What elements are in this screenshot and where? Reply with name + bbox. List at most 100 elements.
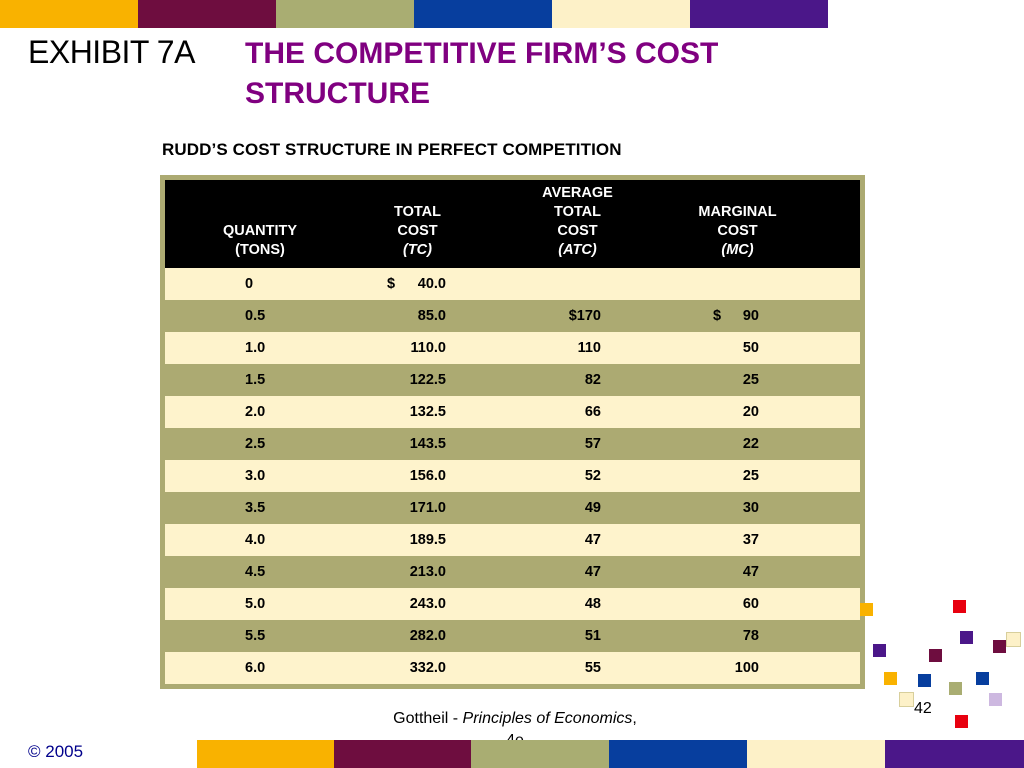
cell-average-total-cost: 47 <box>584 564 601 580</box>
cell-average-total-cost: 82 <box>584 372 601 388</box>
cell-marginal-cost: 37 <box>742 532 759 548</box>
decor-square <box>993 640 1006 653</box>
table-row: 0.5 85.0 $170 $90 <box>165 300 860 332</box>
cell-marginal-cost: 30 <box>742 500 759 516</box>
cell-quantity: 4.0 <box>245 532 266 548</box>
cell-marginal-cost: 22 <box>742 436 759 452</box>
cell-quantity: 4.5 <box>245 564 266 580</box>
bottom-bar-segment <box>609 740 747 768</box>
cell-currency-symbol: $ <box>387 276 396 292</box>
cell-total-cost: 332.0 <box>409 660 446 676</box>
table-row: 3.5 171.0 49 30 <box>165 492 860 524</box>
table-row: 0 $40.0 <box>165 268 860 300</box>
slide-number: 42 <box>914 700 932 717</box>
top-bar-segment <box>414 0 552 28</box>
cell-total-cost: 282.0 <box>409 628 446 644</box>
cell-average-total-cost: 48 <box>584 596 601 612</box>
table-caption: RUDD’S COST STRUCTURE IN PERFECT COMPETI… <box>162 140 622 159</box>
decor-square <box>884 672 897 685</box>
cell-total-cost: 171.0 <box>409 500 446 516</box>
cell-quantity: 5.5 <box>245 628 266 644</box>
cell-quantity: 0.5 <box>245 308 266 324</box>
decor-square <box>899 692 914 707</box>
table-row: 4.0 189.5 47 37 <box>165 524 860 556</box>
cell-average-total-cost: 66 <box>584 404 601 420</box>
top-bar-segment <box>0 0 138 28</box>
table-row: 2.0 132.5 66 20 <box>165 396 860 428</box>
cell-marginal-cost: 78 <box>742 628 759 644</box>
decor-square <box>989 693 1002 706</box>
cell-total-cost: 213.0 <box>409 564 446 580</box>
cell-quantity: 2.0 <box>245 404 266 420</box>
header-average-total-cost: AVERAGE TOTAL COST (ATC) <box>542 185 613 258</box>
table-row: 1.5 122.5 82 25 <box>165 364 860 396</box>
table-row: 5.5 282.0 51 78 <box>165 620 860 652</box>
cell-total-cost: 189.5 <box>409 532 446 548</box>
table-row: 5.0 243.0 48 60 <box>165 588 860 620</box>
cell-marginal-cost: 47 <box>742 564 759 580</box>
table-body: 0 $40.0 0.5 85.0 $170 $90 1.0 110.0 110 50 1.5 122.… <box>165 268 860 684</box>
top-bar-segment <box>276 0 414 28</box>
top-bar-segment <box>552 0 690 28</box>
table-row: 6.0 332.0 55 100 <box>165 652 860 684</box>
bottom-bar-segment <box>885 740 1024 768</box>
cell-currency-symbol: $ <box>713 308 722 324</box>
cell-average-total-cost: 110 <box>577 340 601 356</box>
decor-square <box>976 672 989 685</box>
decor-square <box>873 644 886 657</box>
table-row: 2.5 143.5 57 22 <box>165 428 860 460</box>
header-marginal-cost: MARGINAL COST (MC) <box>698 204 777 258</box>
cell-total-cost: 143.5 <box>409 436 446 452</box>
top-bar-segment <box>690 0 828 28</box>
cell-average-total-cost: 52 <box>584 468 601 484</box>
bottom-color-bar <box>197 740 1024 768</box>
header-total-cost: TOTAL COST (TC) <box>394 204 441 258</box>
cell-quantity: 2.5 <box>245 436 266 452</box>
cell-marginal-cost: 25 <box>742 468 759 484</box>
cell-quantity: 1.0 <box>245 340 266 356</box>
decor-square <box>955 715 968 728</box>
cell-total-cost: 122.5 <box>409 372 446 388</box>
cell-quantity: 0 <box>245 276 254 292</box>
cell-total-cost: 40.0 <box>417 276 446 292</box>
cell-marginal-cost: 100 <box>734 660 759 676</box>
header-quantity: QUANTITY (TONS) <box>222 223 298 258</box>
slide-title: THE COMPETITIVE FIRM’S COST STRUCTURE <box>245 37 719 110</box>
cell-marginal-cost: 50 <box>742 340 759 356</box>
cell-average-total-cost: 51 <box>584 628 601 644</box>
table-row: 1.0 110.0 110 50 <box>165 332 860 364</box>
cell-total-cost: 110.0 <box>410 340 447 356</box>
cell-total-cost: 85.0 <box>417 308 446 324</box>
decor-square <box>960 631 973 644</box>
bottom-bar-segment <box>471 740 609 768</box>
cell-total-cost: 156.0 <box>409 468 446 484</box>
table-row: 4.5 213.0 47 47 <box>165 556 860 588</box>
decor-square <box>1006 632 1021 647</box>
cell-quantity: 1.5 <box>245 372 266 388</box>
cell-quantity: 5.0 <box>245 596 266 612</box>
cost-table: QUANTITY (TONS) TOTAL COST (TC) AVERAGE … <box>160 175 865 689</box>
exhibit-label: EXHIBIT 7A <box>28 34 195 70</box>
cell-marginal-cost: 25 <box>742 372 759 388</box>
bottom-bar-segment <box>334 740 471 768</box>
table-header: QUANTITY (TONS) TOTAL COST (TC) AVERAGE … <box>165 180 860 268</box>
cell-quantity: 3.5 <box>245 500 266 516</box>
top-bar-segment <box>138 0 276 28</box>
cell-average-total-cost: 49 <box>584 500 601 516</box>
top-color-bar <box>0 0 828 28</box>
decor-square <box>860 603 873 616</box>
footer-source: Gottheil - Principles of Economics, 4e <box>393 710 637 749</box>
copyright: © 2005 <box>28 742 84 761</box>
cell-quantity: 6.0 <box>245 660 266 676</box>
table-row: 3.0 156.0 52 25 <box>165 460 860 492</box>
decor-square <box>918 674 931 687</box>
cell-average-total-cost: 47 <box>584 532 601 548</box>
bottom-bar-segment <box>197 740 334 768</box>
decor-square <box>949 682 962 695</box>
cell-total-cost: 243.0 <box>409 596 446 612</box>
cell-quantity: 3.0 <box>245 468 266 484</box>
cell-marginal-cost: 90 <box>742 308 759 324</box>
cell-average-total-cost: $170 <box>568 308 601 324</box>
cell-marginal-cost: 60 <box>742 596 759 612</box>
cell-marginal-cost: 20 <box>742 404 759 420</box>
